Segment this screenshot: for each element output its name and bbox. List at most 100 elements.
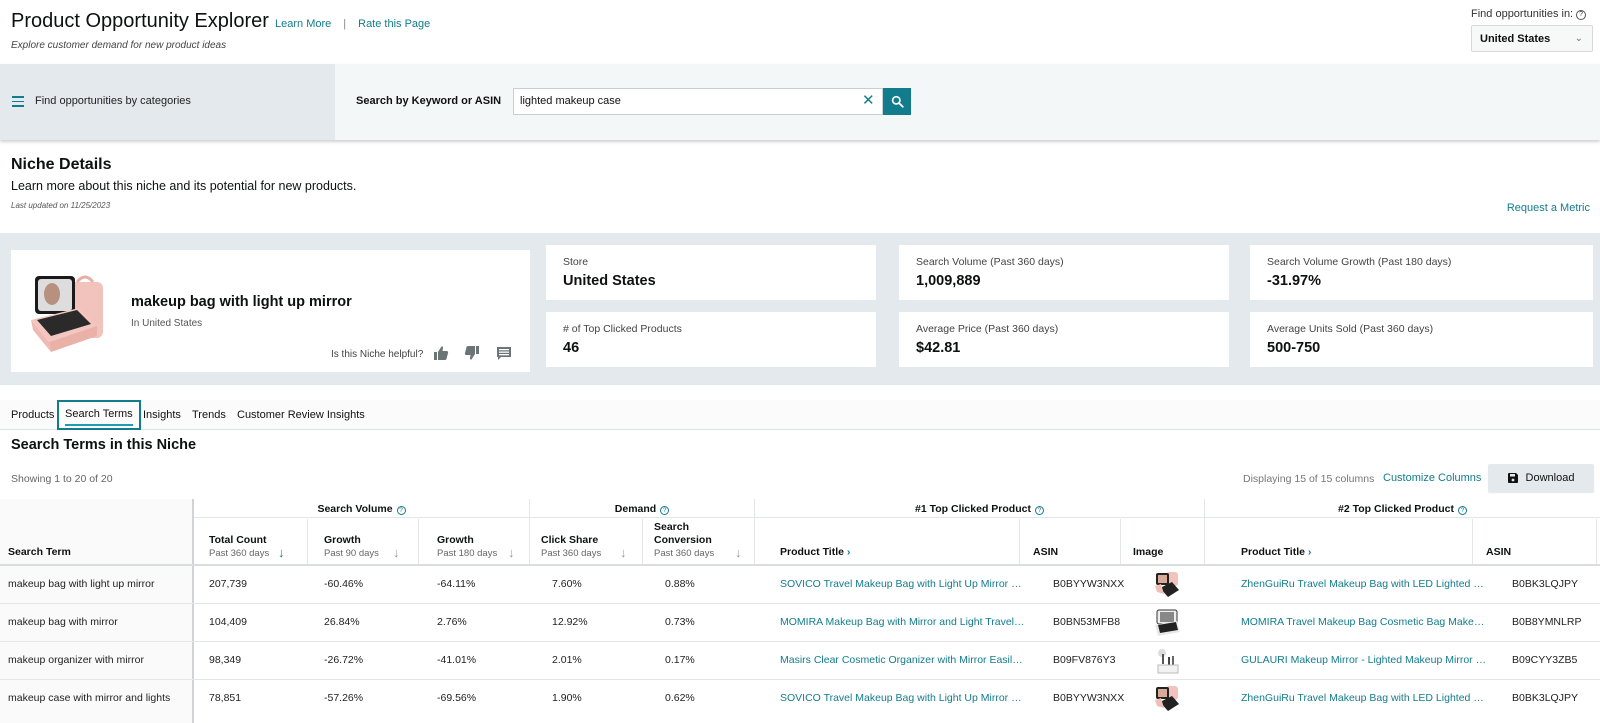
- product-title-1-link[interactable]: SOVICO Travel Makeup Bag with Light Up M…: [780, 692, 1022, 704]
- comment-icon[interactable]: [496, 345, 512, 361]
- niche-summary-card: makeup bag with light up mirror In Unite…: [11, 250, 530, 372]
- thumbs-up-icon[interactable]: [433, 345, 449, 361]
- table-row: makeup bag with light up mirror 207,739 …: [0, 566, 1600, 604]
- customize-columns-link[interactable]: Customize Columns: [1383, 472, 1482, 484]
- click-share-cell: 1.90%: [552, 692, 582, 704]
- marketplace-select[interactable]: United States ⌄: [1471, 25, 1593, 52]
- growth-90-cell: -60.46%: [324, 578, 364, 590]
- click-share-cell: 7.60%: [552, 578, 582, 590]
- col-header-click-share[interactable]: Click Share Past 360 days ↓: [531, 519, 642, 564]
- product-title-2-link[interactable]: ZhenGuiRu Travel Makeup Bag with LED Lig…: [1241, 692, 1484, 704]
- tab-products[interactable]: Products: [11, 409, 55, 421]
- chevron-right-icon[interactable]: ›: [846, 546, 851, 558]
- help-icon[interactable]: ?: [660, 506, 670, 515]
- learn-more-link[interactable]: Learn More: [275, 18, 332, 30]
- col-header-search-conversion[interactable]: Search Conversion Past 360 days ↓: [644, 519, 754, 564]
- help-icon[interactable]: ?: [1457, 506, 1467, 515]
- group-label: #1 Top Clicked Product: [915, 503, 1031, 515]
- last-updated: Last updated on 11/25/2023: [11, 201, 111, 210]
- col-sublabel: Past 180 days: [437, 548, 498, 559]
- search-button[interactable]: [883, 88, 911, 115]
- search-term-cell[interactable]: makeup organizer with mirror: [8, 654, 144, 666]
- search-term-cell[interactable]: makeup case with mirror and lights: [8, 692, 171, 704]
- tab-trends[interactable]: Trends: [192, 409, 226, 421]
- niche-details-header: Niche Details Learn more about this nich…: [0, 140, 1600, 233]
- col-header-asin-1[interactable]: ASIN: [1020, 519, 1120, 564]
- clear-search-icon[interactable]: ✕: [862, 92, 875, 109]
- product-thumbnail[interactable]: [1152, 646, 1182, 676]
- sort-arrow-down-icon[interactable]: ↓: [620, 545, 627, 560]
- asin-2-cell: B0BK3LQJPY: [1512, 578, 1578, 590]
- search-conversion-cell: 0.62%: [665, 692, 695, 704]
- stat-label: Average Units Sold (Past 360 days): [1267, 323, 1434, 335]
- product-thumbnail[interactable]: [1152, 684, 1182, 714]
- rate-page-link[interactable]: Rate this Page: [358, 18, 431, 30]
- categories-label: Find opportunities by categories: [35, 95, 191, 107]
- tab-search-terms[interactable]: Search Terms: [57, 400, 141, 430]
- col-header-product-title-1[interactable]: Product Title ›: [756, 519, 1019, 564]
- product-thumbnail[interactable]: [1152, 608, 1182, 638]
- col-header-asin-2[interactable]: ASIN: [1473, 519, 1596, 564]
- col-label: Total Count: [209, 534, 267, 546]
- stat-label: Search Volume (Past 360 days): [916, 256, 1064, 268]
- col-header-total-count[interactable]: Total Count Past 360 days ↓: [196, 519, 307, 564]
- thumbs-down-icon[interactable]: [464, 345, 480, 361]
- showing-count: Showing 1 to 20 of 20: [11, 473, 113, 485]
- product-title-2-link[interactable]: ZhenGuiRu Travel Makeup Bag with LED Lig…: [1241, 578, 1484, 590]
- hamburger-menu-icon: [12, 96, 24, 110]
- col-header-growth-180[interactable]: Growth Past 180 days ↓: [420, 519, 529, 564]
- product-title-2-link[interactable]: GULAURI Makeup Mirror - Lighted Makeup M…: [1241, 654, 1487, 666]
- search-input[interactable]: lighted makeup case: [513, 88, 883, 115]
- request-metric-link[interactable]: Request a Metric: [1506, 202, 1590, 214]
- search-label: Search by Keyword or ASIN: [356, 95, 502, 107]
- product-title-1-link[interactable]: Masirs Clear Cosmetic Organizer with Mir…: [780, 654, 1023, 666]
- group-label: Demand: [614, 503, 657, 515]
- sort-arrow-down-icon[interactable]: ↓: [393, 545, 400, 560]
- col-label-text: Product Title: [780, 546, 844, 558]
- col-header-search-term[interactable]: Search Term: [0, 519, 192, 564]
- download-button[interactable]: Download: [1488, 464, 1594, 492]
- sort-arrow-down-icon[interactable]: ↓: [508, 545, 515, 560]
- col-header-product-title-2[interactable]: Product Title ›: [1206, 519, 1472, 564]
- page-title: Product Opportunity Explorer: [11, 10, 269, 32]
- tab-customer-review-insights[interactable]: Customer Review Insights: [237, 409, 365, 421]
- product-title-1-link[interactable]: SOVICO Travel Makeup Bag with Light Up M…: [780, 578, 1022, 590]
- sort-arrow-down-icon[interactable]: ↓: [735, 545, 742, 560]
- tab-insights[interactable]: Insights: [143, 409, 181, 421]
- col-label: Search Term: [8, 546, 71, 558]
- search-conversion-cell: 0.73%: [665, 616, 695, 628]
- growth-180-cell: -64.11%: [437, 578, 476, 590]
- chevron-down-icon: ⌄: [1574, 33, 1583, 44]
- col-sublabel: Past 360 days: [654, 548, 715, 559]
- download-label: Download: [1525, 472, 1575, 484]
- growth-180-cell: 2.76%: [437, 616, 467, 628]
- help-icon[interactable]: ?: [396, 506, 406, 515]
- col-label: Click Share: [541, 534, 599, 546]
- col-header-growth-90[interactable]: Growth Past 90 days ↓: [309, 519, 418, 564]
- product-title-1-link[interactable]: MOMIRA Makeup Bag with Mirror and Light …: [780, 616, 1025, 628]
- asin-2-cell: B0B8YMNLRP: [1512, 616, 1582, 628]
- page-header: Product Opportunity Explorer Learn More |…: [0, 0, 1600, 64]
- group-header-demand: Demand?: [530, 499, 754, 518]
- growth-90-cell: -26.72%: [324, 654, 364, 666]
- niche-details-title: Niche Details: [11, 156, 112, 173]
- column-divider: [642, 519, 643, 565]
- help-icon[interactable]: ?: [1034, 506, 1044, 515]
- search-term-cell[interactable]: makeup bag with light up mirror: [8, 578, 155, 590]
- stat-value: -31.97%: [1267, 273, 1322, 289]
- column-divider: [754, 499, 755, 565]
- column-divider: [418, 519, 419, 565]
- search-icon: [891, 95, 904, 108]
- product-thumbnail[interactable]: [1152, 570, 1182, 600]
- help-icon[interactable]: ?: [1576, 10, 1587, 20]
- chevron-right-icon[interactable]: ›: [1307, 546, 1312, 558]
- asin-1-cell: B0BN53MFB8: [1053, 616, 1121, 628]
- product-title-2-link[interactable]: MOMIRA Travel Makeup Bag Cosmetic Bag Ma…: [1241, 616, 1485, 628]
- sort-arrow-down-icon[interactable]: ↓: [278, 545, 285, 560]
- search-term-cell[interactable]: makeup bag with mirror: [8, 616, 118, 628]
- search-term-column-bg: [0, 499, 192, 723]
- table-row: makeup bag with mirror 104,409 26.84% 2.…: [0, 604, 1600, 642]
- categories-button[interactable]: Find opportunities by categories: [0, 64, 335, 140]
- col-label: Growth: [437, 534, 474, 546]
- column-divider: [192, 499, 194, 723]
